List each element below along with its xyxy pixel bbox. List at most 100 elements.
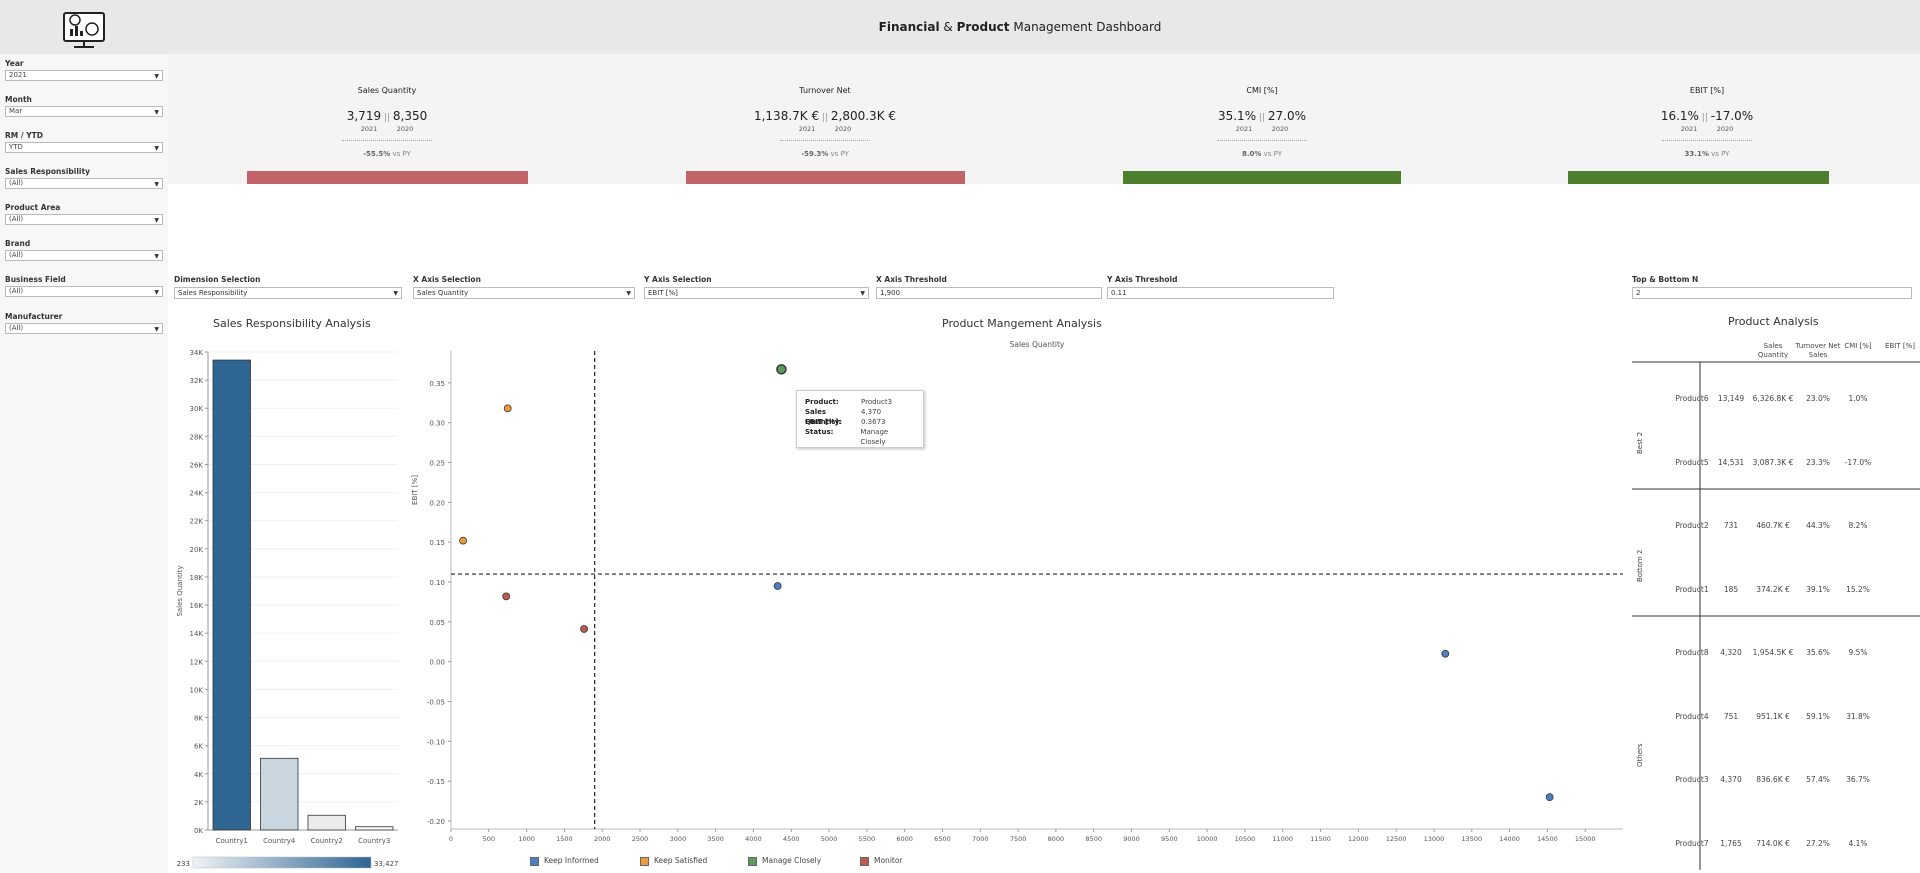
bar-country3[interactable]: [355, 826, 394, 831]
legend-item-keep-informed[interactable]: Keep Informed: [530, 856, 599, 866]
tooltip-key: EBIT [%]:: [805, 418, 842, 426]
ebit-pct: -17.0%: [1844, 457, 1872, 467]
scatter-point-keep-informed[interactable]: [773, 582, 782, 590]
filter-label-month: Month: [5, 95, 32, 104]
product-name: Product4: [1675, 711, 1709, 721]
filter-rm-ytd-dropdown[interactable]: YTD ▼: [5, 142, 163, 153]
kpi-previous-value: 27.0%: [1267, 109, 1307, 123]
scatter-point-keep-satisfied[interactable]: [503, 404, 512, 413]
kpi-values: 1,138.7K € || 2,800.3K €: [675, 109, 975, 123]
sales-responsibility-title: Sales Responsibility Analysis: [213, 317, 371, 330]
cmi-pct: 35.6%: [1806, 648, 1830, 657]
legend-item-keep-satisfied[interactable]: Keep Satisfied: [640, 856, 707, 866]
y-axis-threshold-input[interactable]: 0.11: [1107, 287, 1334, 299]
y-tick-label: 0K: [194, 827, 203, 835]
legend-item-manage-closely[interactable]: Manage Closely: [748, 856, 821, 866]
scatter-point-keep-informed[interactable]: [1545, 793, 1554, 802]
kpi-delta-value: 33.1%: [1684, 150, 1709, 158]
sales-quantity: 731: [1723, 521, 1739, 530]
kpi-years: 2021 2020: [1112, 125, 1412, 133]
filter-value: Mar: [9, 107, 23, 115]
y-tick-label: 8K: [194, 715, 203, 723]
bar-country4[interactable]: [260, 757, 299, 831]
filter-label-brand: Brand: [5, 239, 31, 248]
y-tick-label: 26K: [190, 461, 204, 469]
tooltip-value: Product3: [861, 398, 893, 406]
page-title: Financial & Product Management Dashboard: [878, 20, 1162, 34]
scatter-point-keep-informed[interactable]: [1441, 649, 1450, 658]
bar-country1[interactable]: [212, 359, 251, 831]
tooltip-row: Sales Quantity: 4,370: [805, 407, 915, 426]
cmi-pct: 44.3%: [1806, 521, 1830, 530]
x-tick-label: 12500: [1386, 835, 1407, 843]
y-tick-label: 0.30: [429, 420, 445, 428]
x-axis-selection-dropdown[interactable]: Sales Quantity ▼: [413, 287, 635, 299]
x-tick-label: Country4: [263, 837, 296, 845]
kpi-values: 35.1% || 27.0%: [1112, 109, 1412, 123]
kpi-delta: -55.5% vs PY: [237, 150, 537, 158]
filter-value: 2021: [9, 71, 27, 79]
y-axis-selection-dropdown[interactable]: EBIT [%] ▼: [644, 287, 869, 299]
scatter-point-monitor[interactable]: [502, 592, 511, 601]
sales-quantity: 13,149: [1717, 394, 1745, 403]
filter-brand-dropdown[interactable]: (All) ▼: [5, 250, 163, 261]
top-bottom-n-input[interactable]: 2: [1632, 287, 1912, 299]
kpi-divider: [1217, 140, 1307, 141]
legend-label: Keep Satisfied: [654, 856, 708, 865]
x-tick-label: 6000: [896, 835, 913, 843]
filter-value: (All): [9, 324, 24, 332]
product-analysis-title: Product Analysis: [1728, 315, 1819, 328]
y-tick-label: 0.20: [429, 499, 445, 507]
filter-sales-responsibility-dropdown[interactable]: (All) ▼: [5, 178, 163, 189]
product-name: Product1: [1675, 584, 1709, 594]
table-header: Turnover Net Sales: [1795, 342, 1841, 359]
dimension-selection-dropdown[interactable]: Sales Responsibility ▼: [174, 287, 402, 299]
x-tick-label: 5500: [859, 835, 876, 843]
cmi-pct: 23.3%: [1806, 457, 1830, 467]
kpi-values: 3,719 || 8,350: [237, 109, 537, 123]
product-name: Product3: [1675, 775, 1709, 784]
x-tick-label: 1500: [556, 835, 573, 843]
sales-quantity: 1,765: [1720, 838, 1742, 848]
chevron-down-icon: ▼: [154, 73, 159, 80]
kpi-values: 16.1% || -17.0%: [1557, 109, 1857, 123]
kpi-year-previous: 2020: [1271, 125, 1289, 133]
filter-manufacturer-dropdown[interactable]: (All) ▼: [5, 323, 163, 334]
tooltip-row: Product: Product3: [805, 397, 915, 407]
ebit-pct: 4.1%: [1848, 838, 1868, 848]
x-axis-selection-label: X Axis Selection: [413, 275, 481, 284]
product-name: Product7: [1675, 838, 1709, 848]
kpi-delta: -59.3% vs PY: [675, 150, 975, 158]
bar-country2[interactable]: [307, 814, 346, 831]
kpi-previous-value: -17.0%: [1710, 109, 1754, 123]
filter-month-dropdown[interactable]: Mar ▼: [5, 106, 163, 117]
turnover-net-sales: 3,087.3K €: [1752, 457, 1794, 467]
filter-year-dropdown[interactable]: 2021 ▼: [5, 70, 163, 81]
chevron-down-icon: ▼: [154, 109, 159, 116]
scatter-point-monitor[interactable]: [580, 625, 588, 633]
y-tick-label: 16K: [190, 602, 204, 610]
y-axis-label: Sales Quantity: [176, 565, 184, 616]
table-header: Sales Quantity: [1757, 342, 1789, 359]
kpi-delta-value: 8.0%: [1241, 150, 1262, 158]
kpi-name: Sales Quantity: [357, 86, 417, 95]
chevron-down-icon: ▼: [154, 253, 159, 260]
x-tick-label: 0: [449, 835, 453, 843]
legend-swatch: [530, 856, 539, 866]
y-tick-label: 6K: [194, 743, 203, 751]
x-tick-label: 10500: [1235, 835, 1256, 843]
x-axis-label: Sales Quantity: [1010, 340, 1065, 349]
x-axis-threshold-input[interactable]: 1,900: [876, 287, 1102, 299]
filter-product-area-dropdown[interactable]: (All) ▼: [5, 214, 163, 225]
y-tick-label: 0.35: [429, 380, 445, 388]
color-legend-min: 233: [177, 860, 190, 868]
filter-business-field-dropdown[interactable]: (All) ▼: [5, 286, 163, 297]
kpi-current-value: 16.1%: [1660, 109, 1699, 123]
x-tick-label: 2000: [594, 835, 611, 843]
chevron-down-icon: ▼: [393, 290, 398, 297]
y-tick-label: 18K: [190, 574, 204, 582]
chevron-down-icon: ▼: [154, 217, 159, 224]
scatter-point-manage-closely[interactable]: [776, 364, 787, 375]
legend-item-monitor[interactable]: Monitor: [860, 856, 903, 866]
scatter-point-keep-satisfied[interactable]: [459, 536, 467, 545]
